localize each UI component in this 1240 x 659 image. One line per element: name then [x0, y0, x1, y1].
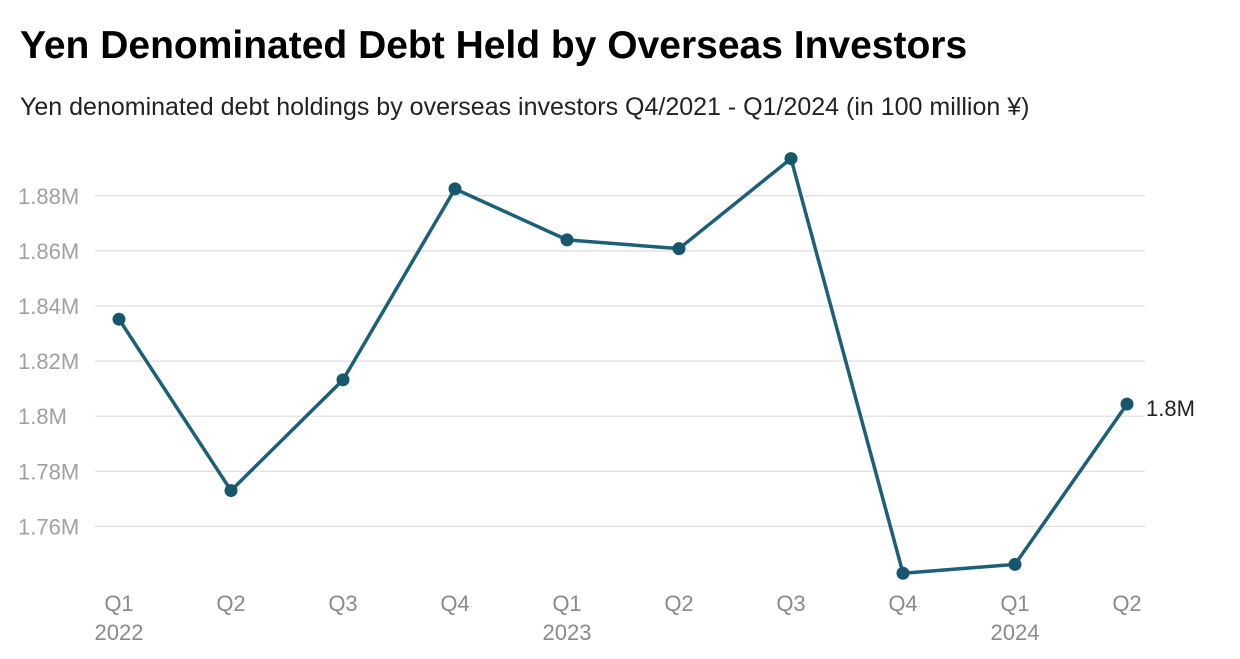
- x-tick-label: Q4: [440, 591, 469, 616]
- data-point: [896, 566, 910, 580]
- data-point: [224, 484, 238, 498]
- x-year-label: 2024: [991, 620, 1040, 645]
- x-tick-label: Q2: [216, 591, 245, 616]
- series-layer: [112, 152, 1134, 580]
- x-year-label: 2022: [95, 620, 144, 645]
- y-tick-label: 1.84M: [18, 294, 79, 319]
- data-point: [448, 182, 462, 196]
- y-axis-ticks: 1.76M 1.78M 1.8M 1.82M 1.84M 1.86M 1.88M: [18, 184, 79, 540]
- data-point: [784, 152, 798, 166]
- x-tick-label: Q2: [1112, 591, 1141, 616]
- data-point: [560, 233, 574, 247]
- x-tick-label: Q1: [1000, 591, 1029, 616]
- y-tick-label: 1.88M: [18, 184, 79, 209]
- chart-subtitle: Yen denominated debt holdings by oversea…: [20, 93, 1030, 121]
- chart-title: Yen Denominated Debt Held by Overseas In…: [20, 24, 968, 67]
- data-point: [336, 373, 350, 387]
- x-tick-label: Q4: [888, 591, 917, 616]
- data-point: [672, 242, 686, 256]
- x-tick-label: Q3: [776, 591, 805, 616]
- y-tick-label: 1.86M: [18, 239, 79, 264]
- data-point: [1120, 397, 1134, 411]
- label-layer: 1.8M: [1146, 396, 1195, 421]
- y-tick-label: 1.76M: [18, 514, 79, 539]
- y-tick-label: 1.78M: [18, 459, 79, 484]
- end-value-label: 1.8M: [1146, 396, 1195, 421]
- data-point: [1008, 557, 1022, 571]
- data-point: [112, 312, 126, 326]
- x-tick-label: Q1: [552, 591, 581, 616]
- x-tick-label: Q2: [664, 591, 693, 616]
- x-tick-label: Q3: [328, 591, 357, 616]
- y-tick-label: 1.8M: [18, 404, 67, 429]
- series-line: [117, 156, 1129, 575]
- y-tick-label: 1.82M: [18, 349, 79, 374]
- grid-layer: [95, 195, 1145, 528]
- x-axis-ticks: Q1 2022 Q2 Q3 Q4 Q1 2023 Q2 Q3 Q4 Q1 2024 Q2: [95, 591, 1142, 645]
- x-year-label: 2023: [543, 620, 592, 645]
- x-tick-label: Q1: [104, 591, 133, 616]
